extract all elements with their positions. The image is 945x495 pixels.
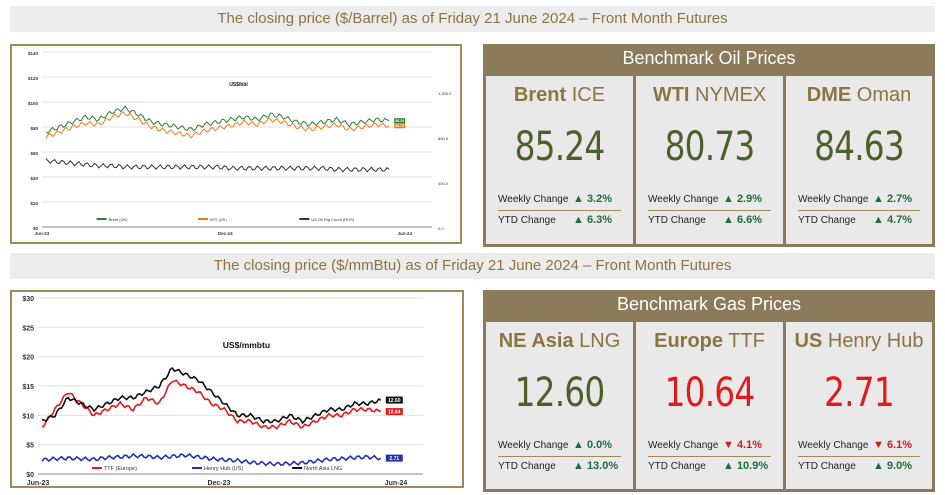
y-tick-label: $140 (28, 51, 39, 56)
x-tick-label: Jun-23 (35, 231, 50, 236)
oil-chart-svg: $140 $120 $100 $80 $60 $40 $20 $0 1,200.0 800.0 40… (28, 51, 452, 236)
x-tick-label: Dec-23 (207, 480, 230, 486)
x-tick-label: Dec-24 (218, 231, 233, 236)
weekly-change-row: Weekly Change ▼ 4.1% (648, 439, 763, 451)
weekly-change-row: Weekly Change ▲ 3.2% (498, 193, 613, 205)
oil-chart: $140 $120 $100 $80 $60 $40 $20 $0 1,200.0 800.0 40… (10, 44, 462, 244)
y-right-tick-label: 0.0 (438, 226, 444, 231)
card-dme-name: DME Oman (806, 84, 912, 106)
weekly-change-row: Weekly Change ▲ 2.9% (648, 193, 763, 205)
gas-panel-title: Benchmark Gas Prices (616, 294, 802, 314)
series-line-1 (45, 111, 390, 139)
y-tick-label: $40 (30, 176, 38, 181)
y-tick-label: $100 (28, 101, 39, 106)
card-europe-ttf: Europe TTF 10.64 Weekly Change ▼ 4.1% YTD… (636, 322, 783, 489)
y-right-tick-label: 1,200.0 (438, 91, 452, 96)
card-ne-asia-price: 12.60 (514, 370, 606, 416)
series-line-2 (41, 366, 382, 425)
series-line-0 (41, 379, 382, 431)
y-tick-label: $30 (22, 296, 34, 303)
x-tick-label: Jun-23 (27, 480, 50, 486)
weekly-change-row: Weekly Change ▲ 2.7% (798, 193, 913, 205)
ytd-change-row: YTD Change ▲ 13.0% (498, 460, 619, 472)
card-wti-price: 80.73 (664, 124, 756, 170)
card-ne-asia-name: NE Asia LNG (498, 330, 621, 352)
legend-label: TTF (Europe) (104, 466, 137, 472)
ytd-change-row: YTD Change ▲ 6.6% (648, 214, 763, 226)
legend-label: Brent (UK) (109, 217, 129, 222)
y-tick-label: $20 (30, 201, 38, 206)
card-dme-price: 84.63 (814, 124, 905, 170)
gas-banner: The closing price ($/mmBtu) as of Friday… (10, 253, 935, 279)
end-label-box (385, 408, 403, 416)
series-line-0 (45, 105, 390, 134)
gas-benchmark-panel: Benchmark Gas Prices NE Asia LNG 12.60 W… (483, 290, 935, 492)
card-ne-asia-lng: NE Asia LNG 12.60 Weekly Change ▲ 0.0% YT… (486, 322, 633, 489)
end-label-box (385, 396, 403, 404)
ytd-change-row: YTD Change ▲ 10.9% (648, 460, 769, 472)
ytd-change-row: YTD Change ▲ 9.0% (798, 460, 913, 472)
legend-label: Henry Hub (US) (204, 466, 243, 472)
y-tick-label: $120 (28, 76, 39, 81)
gas-chart: $30 $25 $20 $15 $10 $5 $0 Jun-23 Dec-23 Jun-24 US$… (10, 290, 464, 488)
legend-label: North Asia LNG (304, 466, 342, 472)
legend-label: WTI (US) (210, 217, 227, 222)
end-label-box (394, 123, 406, 129)
chart-title: US$/bbl (229, 82, 248, 88)
end-label: 80.73 (395, 124, 404, 128)
ytd-change-row: YTD Change ▲ 6.3% (498, 214, 613, 226)
weekly-change-row: Weekly Change ▲ 0.0% (498, 439, 613, 451)
y-tick-label: $15 (22, 384, 34, 391)
y-tick-label: $80 (30, 126, 38, 131)
y-tick-label: $5 (26, 443, 34, 450)
card-europe-price: 10.64 (664, 370, 756, 416)
series-line-1 (41, 452, 382, 467)
ytd-change-row: YTD Change ▲ 4.7% (798, 214, 913, 226)
card-henry-hub-price: 2.71 (824, 370, 895, 416)
end-label-box (385, 454, 403, 462)
y-tick-label: $10 (22, 413, 34, 420)
card-europe-name: Europe TTF (654, 330, 765, 352)
weekly-change-row: Weekly Change ▼ 6.1% (798, 439, 913, 451)
end-label: 85.24 (395, 119, 404, 123)
oil-banner: The closing price ($/Barrel) as of Frida… (10, 6, 935, 32)
card-brent-name: Brent ICE (513, 84, 606, 106)
y-right-tick-label: 400.0 (438, 181, 449, 186)
y-right-tick-label: 800.0 (438, 136, 449, 141)
y-tick-label: $25 (22, 325, 34, 332)
card-us-henry-hub: US Henry Hub 2.71 Weekly Change ▼ 6.1% YT… (786, 322, 932, 489)
x-tick-label: Jun-24 (397, 231, 412, 236)
end-label-box (394, 118, 406, 124)
y-tick-label: $60 (30, 151, 38, 156)
card-wti: WTI NYMEX 80.73 Weekly Change ▲ 2.9% YTD … (636, 76, 783, 244)
y-tick-label: $0 (33, 226, 39, 231)
x-tick-label: Jun-24 (385, 480, 408, 486)
card-dme: DME Oman 84.63 Weekly Change ▲ 2.7% YTD C… (786, 76, 932, 244)
oil-benchmark-panel: Benchmark Oil Prices Brent ICE 85.24 Wee… (483, 44, 935, 247)
card-wti-name: WTI NYMEX (652, 84, 767, 106)
card-brent-price: 85.24 (514, 124, 606, 170)
series-line-2 (45, 158, 390, 173)
card-brent: Brent ICE 85.24 Weekly Change ▲ 3.2% YTD … (486, 76, 633, 244)
y-tick-label: $20 (22, 355, 34, 362)
y-tick-label: $0 (26, 472, 34, 479)
end-label: 10.64 (388, 409, 401, 415)
oil-panel-title: Benchmark Oil Prices (622, 48, 796, 68)
legend-label: US Oil Rig Count (RHS) (311, 217, 354, 222)
chart-title: US$/mmbtu (223, 340, 270, 350)
end-label: 2.71 (389, 456, 399, 462)
card-henry-hub-name: US Henry Hub (794, 330, 924, 352)
end-label: 12.60 (388, 398, 401, 404)
